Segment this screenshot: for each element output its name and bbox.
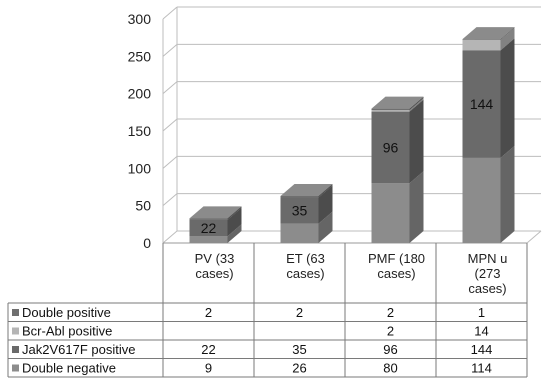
bar-segment-top: [462, 27, 515, 40]
table-cell: 9: [205, 361, 212, 376]
table-cell: 114: [471, 361, 492, 376]
bar-segment-side: [500, 27, 515, 51]
bar-segment-top: [371, 96, 424, 109]
table-cell: 2: [387, 324, 394, 339]
x-category-label: MPN u: [468, 251, 508, 266]
bar-segment-side: [500, 27, 515, 40]
bar-segment-side: [318, 183, 333, 198]
y-tick-label: 0: [143, 235, 151, 251]
bar-segment-top: [280, 183, 333, 196]
table-cell: 80: [383, 361, 397, 376]
x-category-label: cases): [286, 266, 324, 281]
bar-segment: [462, 157, 501, 243]
bar-segment-side: [500, 145, 515, 243]
x-category-label: cases): [468, 281, 506, 296]
bar-data-label: 96: [383, 139, 399, 155]
bar-segment-side: [500, 38, 515, 158]
y-tick-label: 300: [128, 11, 152, 27]
bar-segment-side: [227, 207, 242, 237]
bar-segment: [371, 111, 410, 184]
x-category-label: cases): [195, 266, 233, 281]
bar-segment: [371, 110, 410, 112]
table-row-label: Double positive: [22, 305, 111, 320]
bar-segment-side: [318, 185, 333, 224]
bar-segment: [189, 218, 228, 220]
bar-segment: [189, 219, 228, 237]
floor-right-edge: [526, 230, 542, 244]
bar-segment: [462, 39, 501, 51]
table-cell: 2: [205, 305, 212, 320]
bar-segment: [280, 197, 319, 224]
bar-segment-top: [189, 206, 242, 219]
bar-segment: [280, 195, 319, 198]
table-cell: 35: [292, 342, 306, 357]
table-row-label: Double negative: [22, 361, 116, 376]
bar-segment: [280, 223, 319, 243]
bar-data-label: 35: [292, 203, 308, 219]
table-cell: 2: [296, 305, 303, 320]
legend-key: [12, 327, 19, 335]
bar-segment: [371, 183, 410, 243]
y-tick-label: 200: [128, 86, 152, 102]
bar-segment-side: [409, 98, 424, 112]
bar-data-label: 22: [201, 220, 217, 236]
x-category-label: PMF (180: [368, 251, 425, 266]
gridline-side: [162, 81, 178, 95]
table-cell: 2: [387, 305, 394, 320]
y-tick-label: 250: [128, 48, 152, 64]
x-category-label: cases): [377, 266, 415, 281]
legend-key: [12, 309, 19, 316]
table-cell: 26: [292, 361, 306, 376]
x-category-label: ET (63: [286, 251, 325, 266]
bar-segment-side: [409, 99, 424, 184]
bar-segment: [462, 50, 501, 158]
table-cell: 14: [474, 324, 488, 339]
gridline-side: [162, 230, 178, 244]
legend-key: [12, 346, 19, 353]
gridline-side: [162, 118, 178, 132]
table-cell: 96: [383, 342, 397, 357]
legend-key: [12, 364, 19, 372]
bar-segment: [189, 236, 228, 243]
y-tick-label: 50: [135, 198, 151, 214]
gridline-side: [162, 193, 178, 207]
bar-segment: [462, 39, 501, 40]
bar-segment-side: [409, 171, 424, 243]
y-tick-label: 150: [128, 123, 152, 139]
bar-segment-side: [409, 96, 424, 111]
gridline-side: [162, 6, 178, 20]
bar-segment-side: [227, 206, 242, 220]
table-cell: 1: [478, 305, 485, 320]
bar-segment: [371, 108, 410, 111]
x-category-label: PV (33: [195, 251, 235, 266]
bar-segment-side: [227, 224, 242, 243]
bar-data-label: 144: [470, 96, 494, 112]
bar-segment-side: [318, 211, 333, 243]
table-row-label: Jak2V617F positive: [22, 342, 135, 357]
y-tick-label: 100: [128, 160, 152, 176]
gridline-side: [162, 43, 178, 57]
table-cell: 22: [201, 342, 215, 357]
table-cell: 144: [471, 342, 493, 357]
x-category-label: (273: [474, 266, 500, 281]
gridline-side: [162, 155, 178, 169]
table-row-label: Bcr-Abl positive: [22, 324, 112, 339]
